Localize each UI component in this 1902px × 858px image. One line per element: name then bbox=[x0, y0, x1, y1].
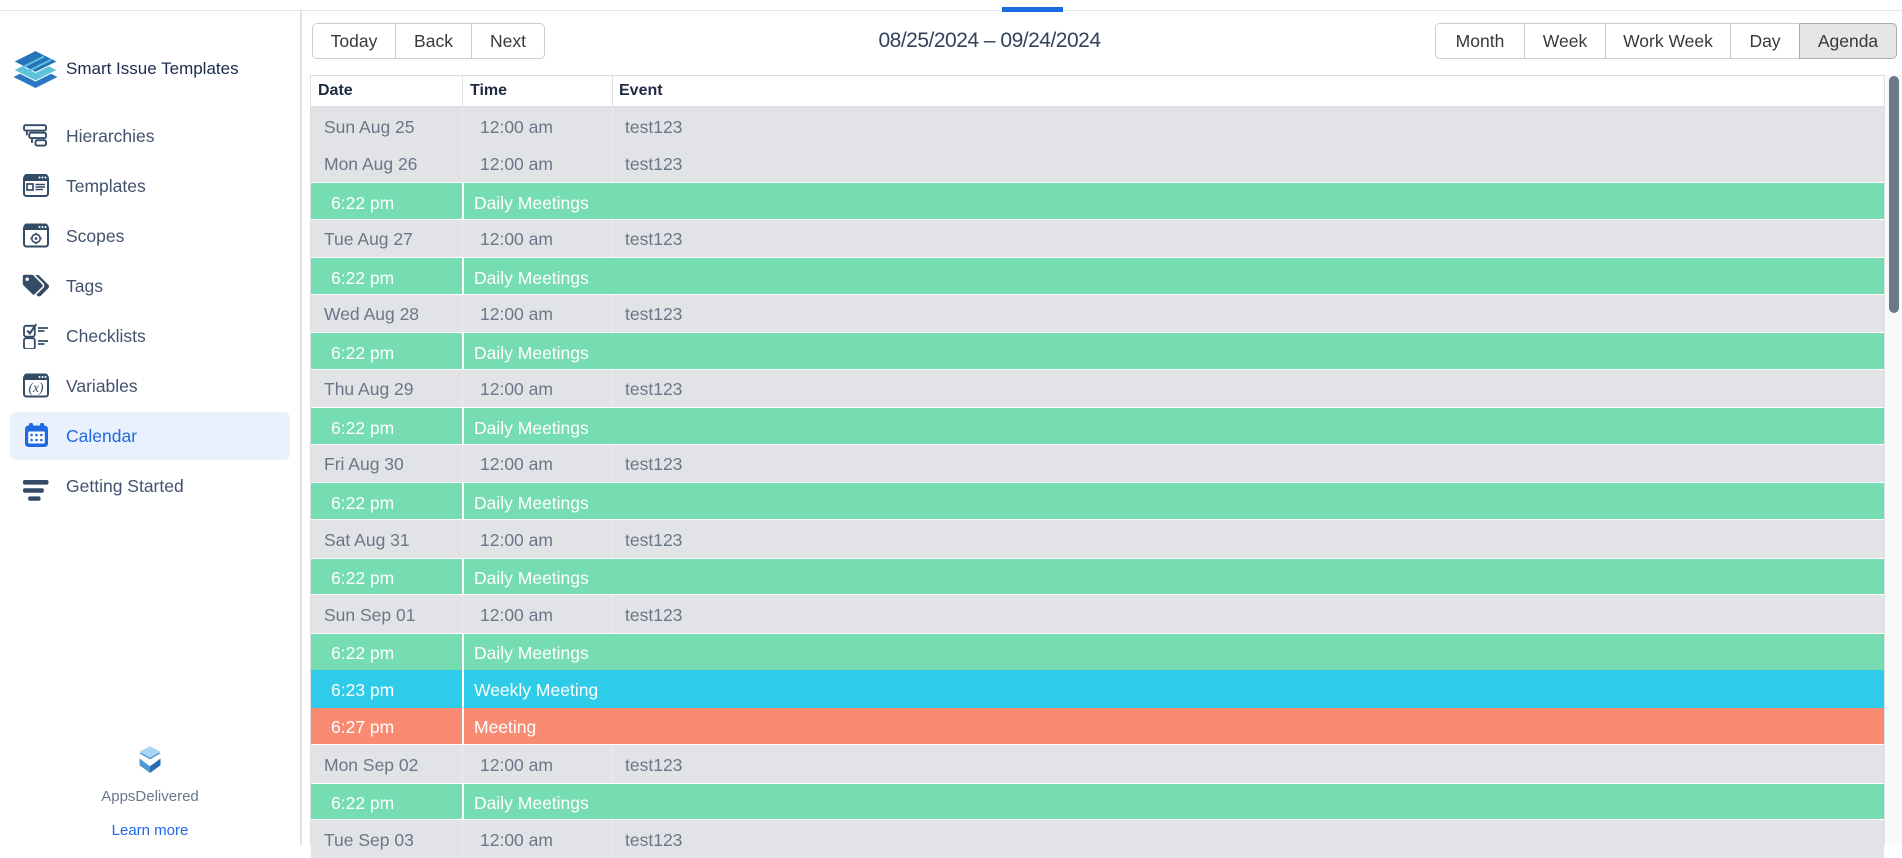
svg-text:(x): (x) bbox=[29, 380, 44, 395]
